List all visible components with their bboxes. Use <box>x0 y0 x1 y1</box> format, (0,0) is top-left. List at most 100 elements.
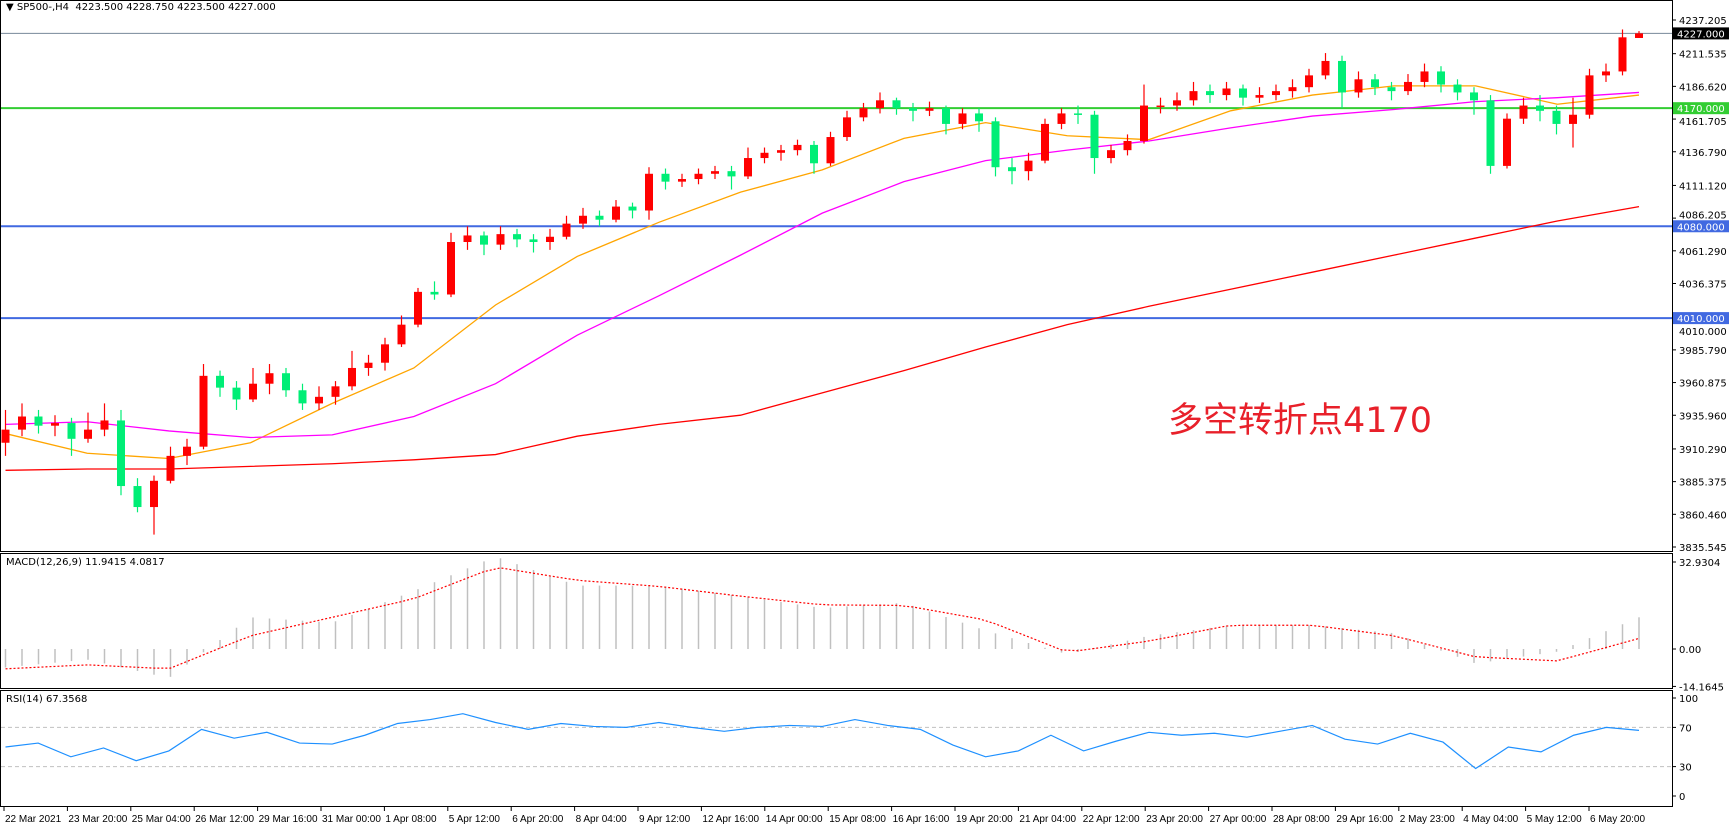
candle-body <box>1486 100 1495 166</box>
candle-body <box>1552 110 1561 124</box>
rsi-line <box>5 713 1640 770</box>
candle <box>1156 97 1165 114</box>
candle <box>1453 79 1462 101</box>
candle <box>694 168 703 185</box>
macd-panel-frame <box>0 553 1673 689</box>
candle <box>678 173 686 187</box>
candle-body <box>760 152 769 159</box>
time-tick-label: 2 May 23:00 <box>1400 814 1455 825</box>
candle <box>1602 63 1610 82</box>
candle-body <box>480 235 488 245</box>
candle-body <box>727 171 736 177</box>
candle <box>34 409 43 434</box>
candle <box>1387 81 1396 101</box>
candle-body <box>1288 87 1297 92</box>
candle-body <box>909 108 917 111</box>
time-tick-label: 6 Apr 20:00 <box>512 814 564 825</box>
candle-body <box>430 291 439 295</box>
candle-body <box>958 113 967 124</box>
rsi-label: RSI(14) 67.3568 <box>6 694 88 705</box>
candle <box>496 226 505 250</box>
time-tick-label: 12 Apr 16:00 <box>702 814 759 825</box>
candle <box>1 409 10 456</box>
time-tick-label: 22 Apr 12:00 <box>1083 814 1140 825</box>
candle <box>447 232 455 298</box>
candle <box>150 475 158 535</box>
candle <box>1008 158 1016 185</box>
candle-body <box>1618 37 1627 72</box>
candle <box>282 367 290 397</box>
time-tick-label: 14 Apr 00:00 <box>766 814 823 825</box>
candle <box>133 478 142 513</box>
rsi-tick-label: 0 <box>1679 792 1685 803</box>
candle <box>859 102 868 122</box>
candle <box>1585 68 1594 119</box>
candle-body <box>1519 105 1528 119</box>
candle-body <box>348 367 356 387</box>
candle <box>1371 74 1379 96</box>
candle-body <box>315 396 323 404</box>
chart-header[interactable]: ▼ SP500-,H4 4223.500 4228.750 4223.500 4… <box>6 2 276 13</box>
candle-body <box>892 100 901 109</box>
candle-body <box>661 173 670 182</box>
price-level-badge <box>1673 312 1729 325</box>
candle <box>612 200 620 223</box>
candle <box>1503 113 1511 169</box>
candle <box>1090 110 1099 174</box>
time-tick-label: 21 Apr 04:00 <box>1019 814 1076 825</box>
candle-body <box>331 386 340 397</box>
candle <box>595 210 604 227</box>
candle-body <box>546 236 554 243</box>
candle <box>1486 95 1495 174</box>
price-tick-label: 3860.460 <box>1679 510 1727 521</box>
candle <box>315 386 323 410</box>
candle <box>1255 87 1264 103</box>
candle-body <box>381 344 389 363</box>
time-tick-label: 8 Apr 04:00 <box>576 814 628 825</box>
candle <box>117 409 125 496</box>
candle-body <box>975 113 983 122</box>
time-tick-label: 28 Apr 08:00 <box>1273 814 1330 825</box>
candle-body <box>1123 140 1132 151</box>
candle <box>166 446 175 484</box>
candle-body <box>67 423 76 439</box>
candle-body <box>1156 105 1165 108</box>
candle <box>249 367 257 403</box>
candle-body <box>843 117 851 138</box>
rsi-tick-label: 100 <box>1679 694 1698 705</box>
macd-tick-label: 32.9304 <box>1679 558 1720 569</box>
price-level-label: 4227.000 <box>1677 29 1725 40</box>
candle <box>1470 87 1478 115</box>
candle <box>892 97 901 115</box>
candle <box>183 438 191 466</box>
candle <box>777 144 785 161</box>
candle <box>579 207 587 229</box>
candle <box>1123 134 1132 156</box>
candle <box>232 381 241 410</box>
candle <box>84 412 92 443</box>
time-tick-label: 5 Apr 12:00 <box>449 814 501 825</box>
candle-body <box>1090 114 1099 159</box>
candle <box>430 281 439 300</box>
candle-body <box>1008 167 1016 172</box>
price-tick-label: 3910.290 <box>1679 445 1727 456</box>
candle-body <box>1 429 10 443</box>
time-tick-label: 16 Apr 16:00 <box>893 814 950 825</box>
candle-body <box>1536 105 1544 111</box>
candle-body <box>1222 88 1231 96</box>
price-tick-label: 3835.545 <box>1679 543 1727 554</box>
candle-body <box>166 455 175 481</box>
rsi-panel-frame <box>0 690 1673 807</box>
candle-body <box>628 206 637 211</box>
candle-body <box>414 291 422 325</box>
candle-body <box>1338 60 1346 93</box>
candle <box>1305 68 1313 93</box>
time-tick-label: 4 May 04:00 <box>1463 814 1518 825</box>
candle-body <box>529 239 538 243</box>
collapse-triangle-icon[interactable]: ▼ <box>6 2 14 13</box>
candle-body <box>84 429 92 439</box>
candle-body <box>826 137 835 164</box>
candle <box>760 147 769 164</box>
price-tick-label: 4061.290 <box>1679 247 1727 258</box>
candle <box>991 117 1000 177</box>
